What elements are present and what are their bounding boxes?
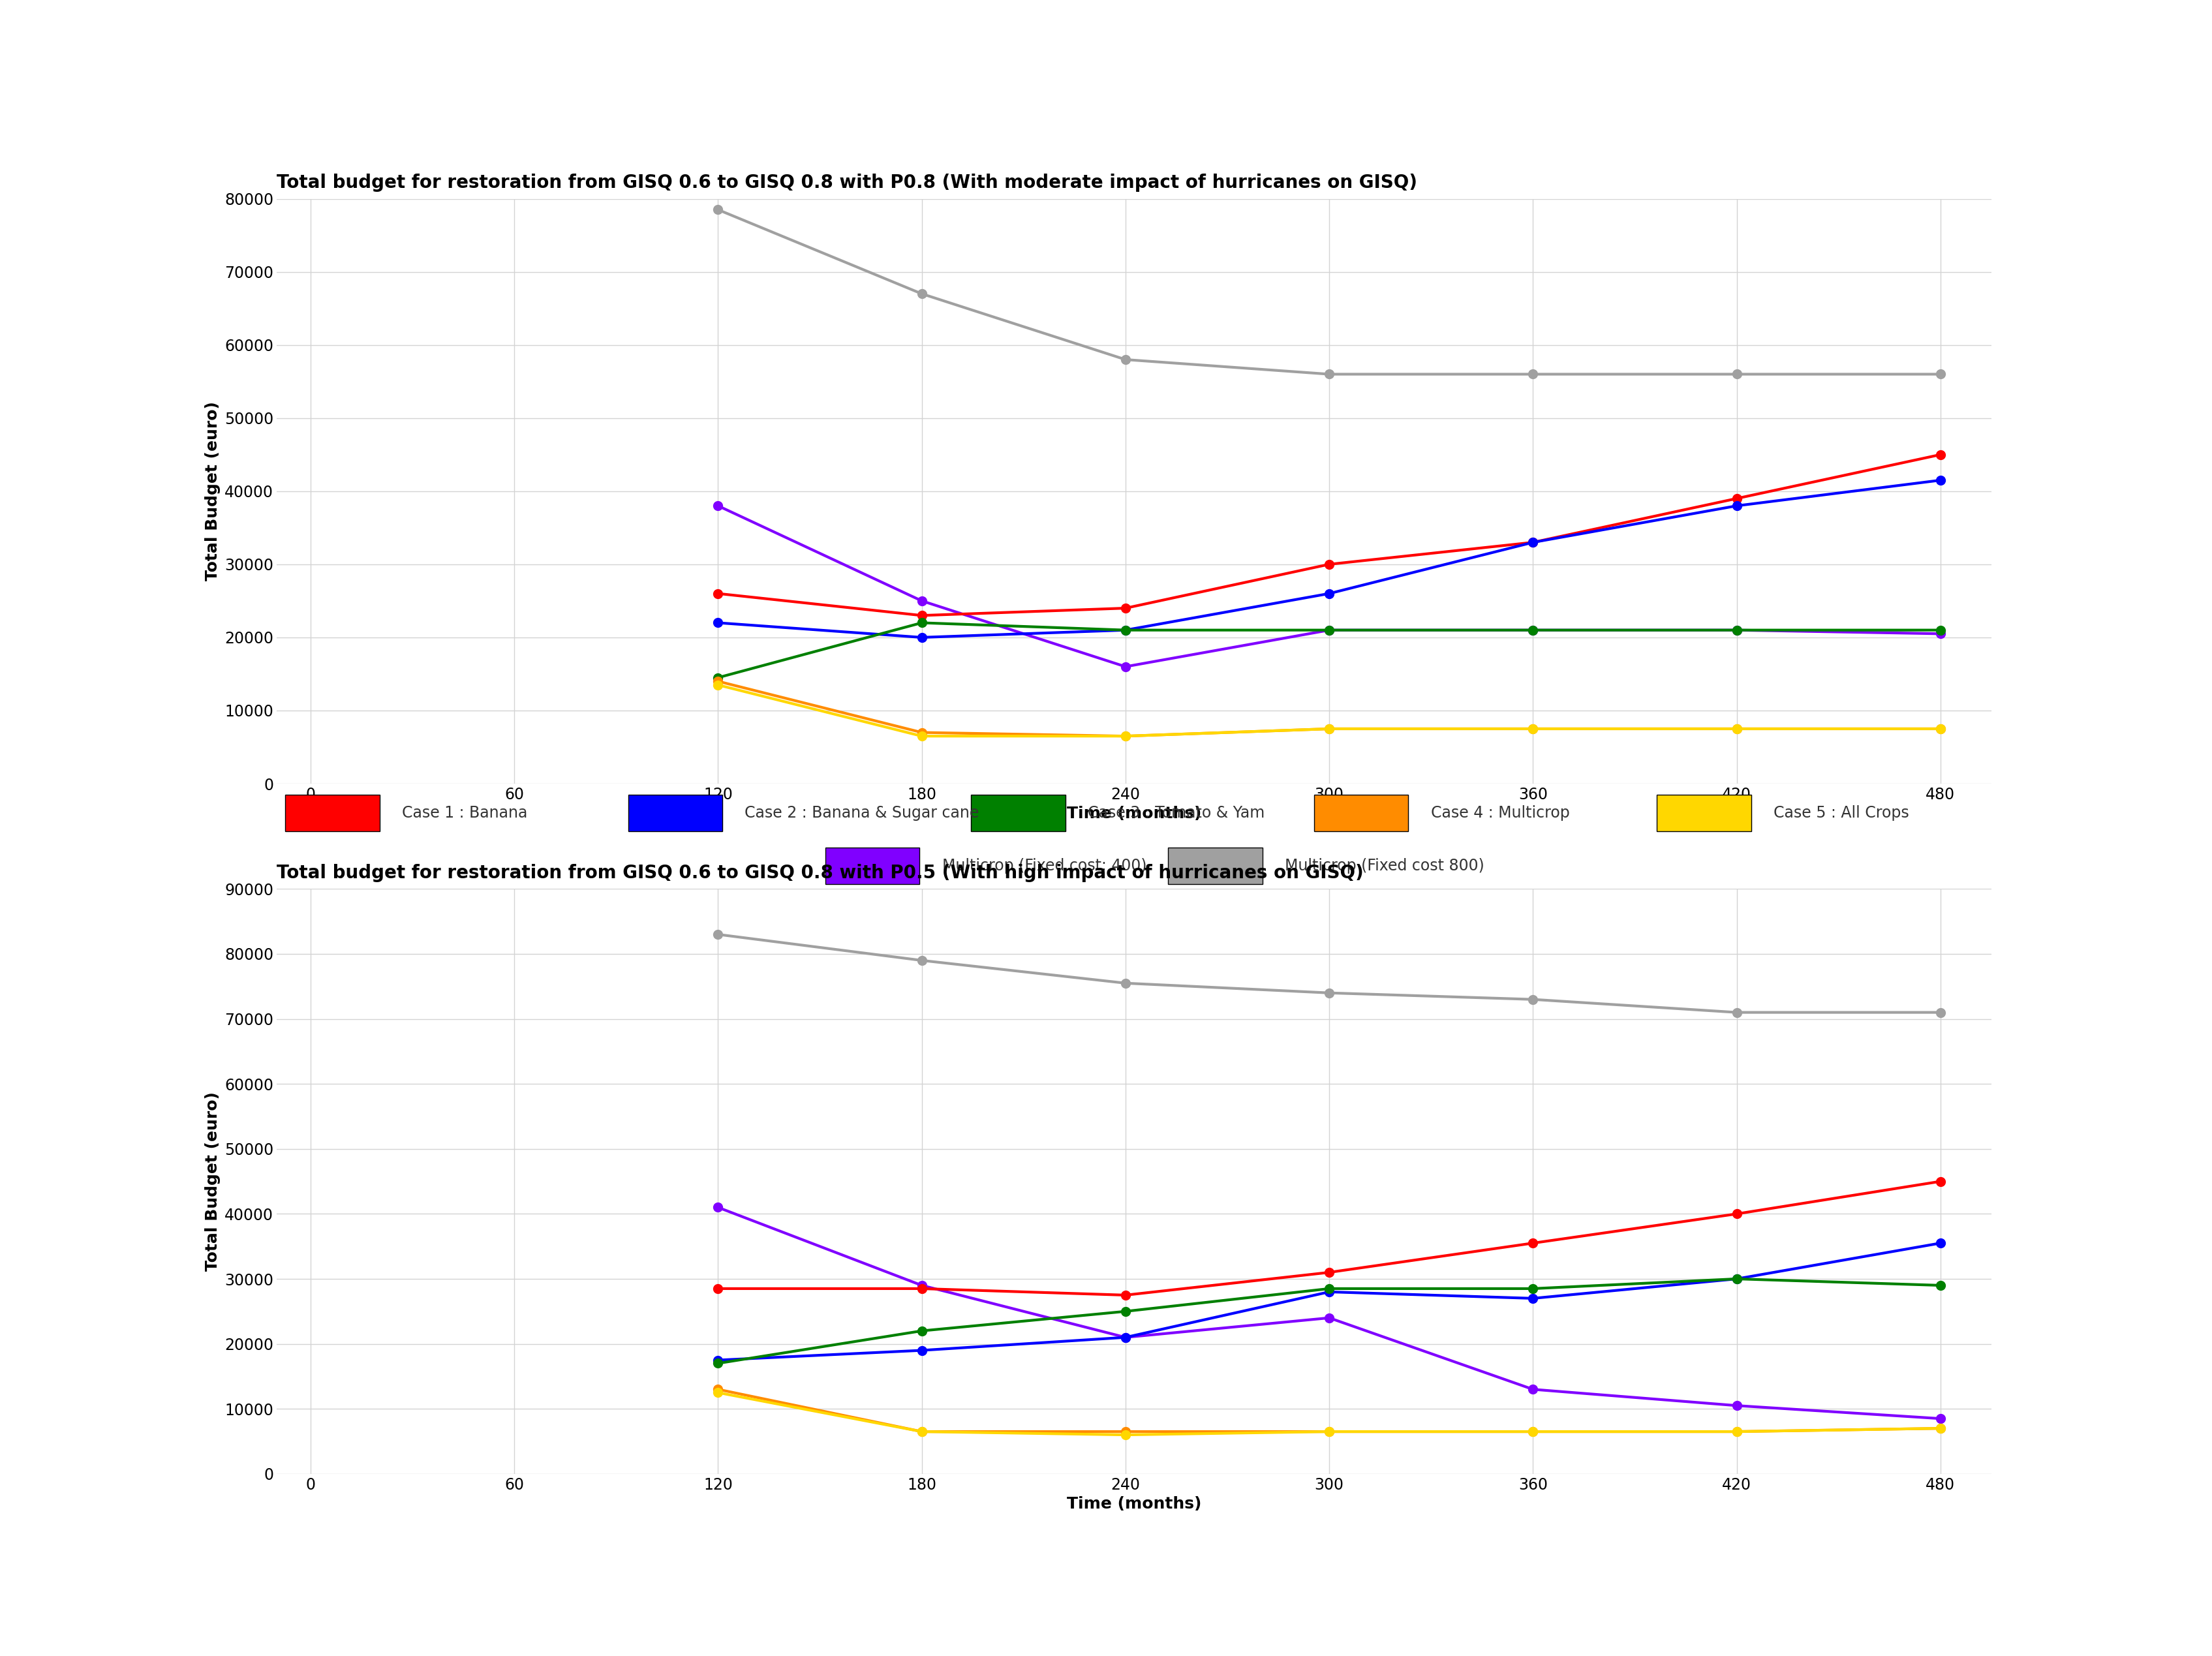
Text: Multicrop (Fixed cost: 400): Multicrop (Fixed cost: 400) xyxy=(942,858,1146,874)
FancyBboxPatch shape xyxy=(285,795,380,831)
X-axis label: Time (months): Time (months) xyxy=(1066,1497,1201,1512)
FancyBboxPatch shape xyxy=(971,795,1066,831)
Text: Case 4 : Multicrop: Case 4 : Multicrop xyxy=(1431,805,1568,821)
FancyBboxPatch shape xyxy=(628,795,723,831)
Text: Multicrop (Fixed cost 800): Multicrop (Fixed cost 800) xyxy=(1285,858,1484,874)
Y-axis label: Total Budget (euro): Total Budget (euro) xyxy=(206,1091,221,1272)
FancyBboxPatch shape xyxy=(1657,795,1752,831)
Y-axis label: Total Budget (euro): Total Budget (euro) xyxy=(206,401,221,581)
Text: Case 1 : Banana: Case 1 : Banana xyxy=(403,805,526,821)
Text: Case 3 : Tomato & Yam: Case 3 : Tomato & Yam xyxy=(1088,805,1265,821)
Text: Case 5 : All Crops: Case 5 : All Crops xyxy=(1774,805,1909,821)
FancyBboxPatch shape xyxy=(1168,848,1263,884)
Text: Case 2 : Banana & Sugar cane: Case 2 : Banana & Sugar cane xyxy=(745,805,980,821)
Text: Total budget for restoration from GISQ 0.6 to GISQ 0.8 with P0.5 (With high impa: Total budget for restoration from GISQ 0… xyxy=(276,864,1363,883)
FancyBboxPatch shape xyxy=(825,848,920,884)
Text: Total budget for restoration from GISQ 0.6 to GISQ 0.8 with P0.8 (With moderate : Total budget for restoration from GISQ 0… xyxy=(276,174,1416,192)
FancyBboxPatch shape xyxy=(1314,795,1409,831)
X-axis label: Time (months): Time (months) xyxy=(1066,806,1201,821)
